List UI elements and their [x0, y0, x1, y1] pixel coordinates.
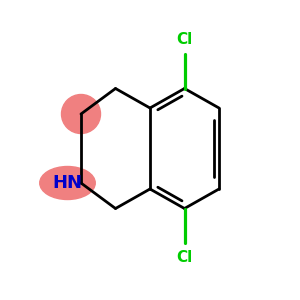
Text: Cl: Cl: [176, 32, 193, 46]
Text: Cl: Cl: [176, 250, 193, 266]
Ellipse shape: [40, 167, 95, 200]
Text: HN: HN: [52, 174, 83, 192]
Circle shape: [61, 94, 100, 134]
